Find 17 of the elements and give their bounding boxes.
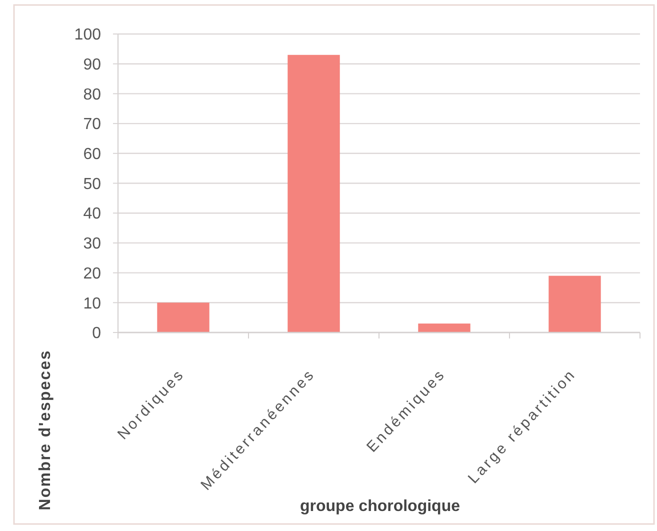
y-tick-label: 60 — [83, 146, 102, 163]
y-axis-title: Nombre d'especes — [37, 350, 54, 510]
y-tick-label: 20 — [83, 265, 102, 282]
y-tick-label: 100 — [74, 26, 102, 44]
y-tick-label: 10 — [83, 295, 102, 312]
bar — [288, 54, 340, 332]
bar — [157, 302, 210, 332]
y-tick-label: 90 — [83, 56, 102, 74]
y-tick-label: 40 — [83, 206, 102, 223]
y-tick-label: 50 — [83, 176, 102, 193]
bar — [418, 324, 470, 332]
y-tick-label: 30 — [83, 236, 102, 253]
y-tick-label: 70 — [83, 116, 102, 134]
y-tick-label: 80 — [83, 86, 102, 104]
y-tick-label: 0 — [92, 325, 102, 342]
bar — [548, 276, 601, 332]
x-axis-title: groupe chorologique — [300, 498, 460, 515]
